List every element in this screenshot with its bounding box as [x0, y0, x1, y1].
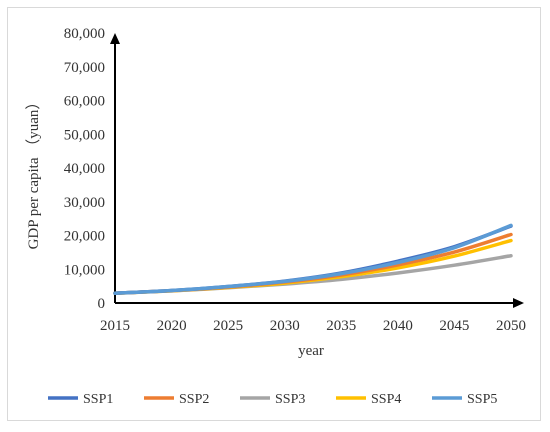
series-line-ssp3 [113, 254, 513, 295]
y-axis-label: GDP per capita （yuan） [25, 95, 42, 250]
y-tick-label: 0 [98, 296, 106, 312]
x-tick-label: 2045 [439, 318, 469, 334]
x-tick-label: 2040 [383, 318, 413, 334]
legend-label-ssp5: SSP5 [467, 392, 497, 407]
y-tick-label: 40,000 [64, 161, 105, 177]
chart-frame [7, 7, 541, 421]
legend-label-ssp4: SSP4 [371, 392, 401, 407]
legend-label-ssp3: SSP3 [275, 392, 305, 407]
y-tick-label: 70,000 [64, 60, 105, 76]
y-tick-label: 50,000 [64, 127, 105, 143]
series-line-ssp5 [113, 223, 513, 295]
y-tick-labels: 0 10,000 20,000 30,000 40,000 50,000 60,000 70,… [64, 26, 105, 312]
x-tick-label: 2020 [157, 318, 187, 334]
y-axis-arrow [110, 33, 120, 44]
series-lines [113, 223, 513, 295]
y-tick-label: 20,000 [64, 229, 105, 245]
x-tick-label: 2035 [326, 318, 356, 334]
x-axis-label: year [298, 343, 324, 359]
y-tick-label: 10,000 [64, 262, 105, 278]
x-axis-arrow [513, 298, 524, 308]
axes [110, 33, 524, 308]
x-tick-label: 2050 [496, 318, 526, 334]
y-tick-label: 80,000 [64, 26, 105, 42]
x-tick-labels: 2015 2020 2025 2030 2035 2040 2045 2050 [100, 318, 526, 334]
series-line-ssp2 [113, 232, 513, 295]
x-tick-label: 2030 [270, 318, 300, 334]
legend-label-ssp2: SSP2 [179, 392, 209, 407]
y-tick-label: 30,000 [64, 195, 105, 211]
legend-label-ssp1: SSP1 [83, 392, 113, 407]
x-tick-label: 2025 [213, 318, 243, 334]
x-tick-label: 2015 [100, 318, 130, 334]
legend: SSP1 SSP2 SSP3 SSP4 SSP5 [48, 392, 497, 407]
y-tick-label: 60,000 [64, 94, 105, 110]
